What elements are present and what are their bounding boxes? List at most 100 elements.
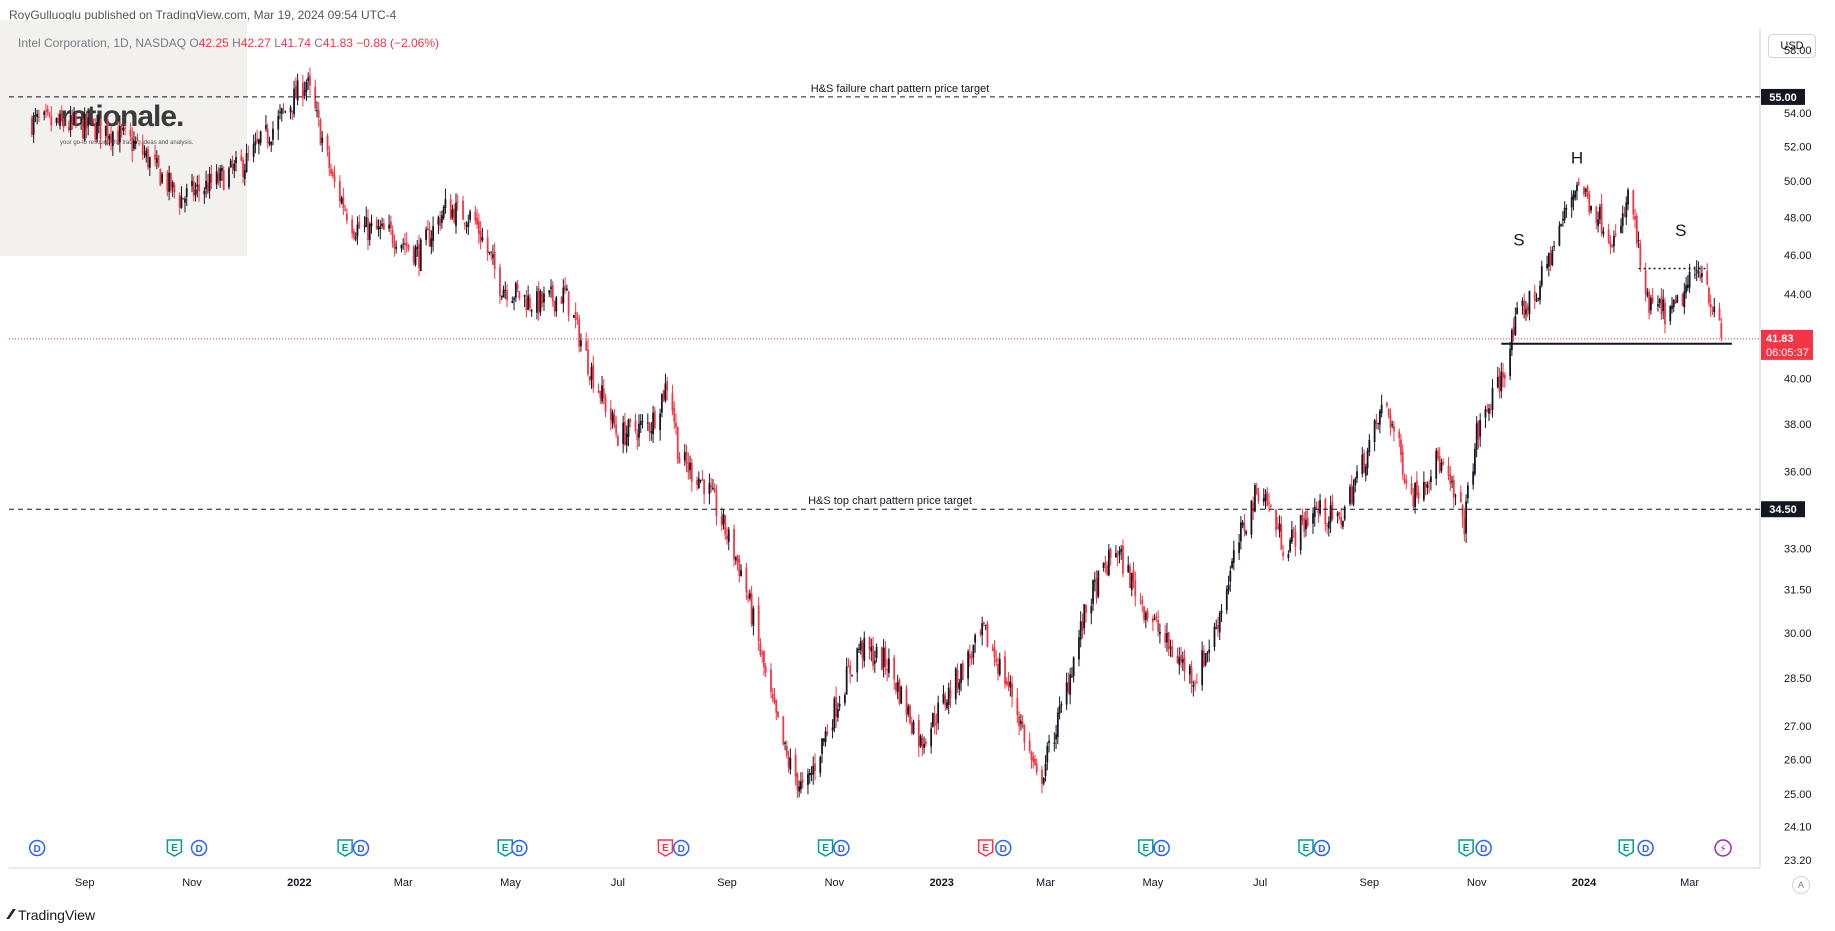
candle-body <box>1651 297 1654 303</box>
candle-body <box>900 687 903 704</box>
candle-body <box>1028 740 1031 752</box>
dividend-icon-label: D <box>678 844 685 855</box>
candle-body <box>305 82 308 92</box>
earnings-icon[interactable] <box>817 839 834 857</box>
candle-body <box>1181 659 1184 663</box>
candle-body <box>442 206 445 218</box>
candle-body <box>1454 495 1457 497</box>
candle-body <box>1016 697 1019 715</box>
candle-body <box>601 385 603 402</box>
candle-body <box>835 696 838 718</box>
auto-scale-button[interactable]: A <box>1792 876 1810 894</box>
candle-body <box>972 645 975 658</box>
candle-body <box>96 121 98 140</box>
candle-body <box>400 245 403 249</box>
candle-body <box>763 650 765 668</box>
candle-body <box>697 478 700 489</box>
earnings-icon[interactable] <box>166 839 183 857</box>
dividend-icon[interactable] <box>1313 839 1331 857</box>
dividend-icon[interactable] <box>1475 839 1492 857</box>
candle-body <box>194 189 197 195</box>
candle-body <box>129 130 132 137</box>
candle-body <box>208 173 211 192</box>
candle-body <box>787 756 790 768</box>
candle-body <box>1488 408 1490 414</box>
candle-body <box>499 267 501 297</box>
earnings-icon[interactable] <box>977 839 994 857</box>
candle-body <box>1058 705 1061 714</box>
dividend-icon[interactable] <box>995 839 1012 857</box>
dividend-icon[interactable] <box>1637 839 1654 857</box>
candle-body <box>761 653 764 655</box>
x-tick-label: Nov <box>825 877 845 889</box>
candle-body <box>1313 506 1316 517</box>
event-bolt-icon[interactable] <box>1714 839 1732 857</box>
dividend-icon[interactable] <box>352 839 370 857</box>
earnings-icon[interactable] <box>497 839 514 857</box>
candle-body <box>1356 471 1358 479</box>
candle-body <box>1343 506 1346 520</box>
candle-body <box>880 647 883 671</box>
candle-body <box>245 153 248 173</box>
candle-body <box>221 167 223 172</box>
candle-body <box>822 738 825 742</box>
earnings-icon[interactable] <box>1138 839 1154 857</box>
candle-body <box>541 292 544 304</box>
dividend-icon[interactable] <box>511 839 528 857</box>
candle-body <box>898 680 901 704</box>
candle-body <box>1083 604 1086 629</box>
candle-body <box>954 668 957 700</box>
earnings-icon[interactable] <box>1298 839 1314 857</box>
change-value: −0.88 (−2.06%) <box>356 36 440 50</box>
candle-body <box>407 244 410 249</box>
y-tick-label: 25.00 <box>1784 789 1812 801</box>
candle-body <box>646 422 649 424</box>
candle-body <box>794 754 797 777</box>
dividend-icon[interactable] <box>1153 839 1170 857</box>
candle-body <box>1232 549 1235 563</box>
candle-body <box>1597 219 1599 227</box>
candle-body <box>917 719 920 748</box>
candle-body <box>1620 225 1622 233</box>
candle-body <box>1611 245 1614 248</box>
candle-body <box>291 110 294 112</box>
candle-body <box>395 246 398 249</box>
candle-body <box>1403 478 1406 482</box>
dividend-icon[interactable] <box>28 839 46 857</box>
dividend-icon[interactable] <box>190 839 208 857</box>
candle-body <box>1646 292 1649 296</box>
target-price-text: 34.50 <box>1769 504 1797 516</box>
candle-body <box>1438 456 1441 473</box>
candle-body <box>653 411 656 428</box>
candle-body <box>48 113 51 115</box>
earnings-icon[interactable] <box>657 839 674 857</box>
target-price-badge <box>1761 501 1805 518</box>
earnings-icon[interactable] <box>337 839 353 857</box>
candle-body <box>699 480 702 482</box>
candle-body <box>1042 777 1045 784</box>
candle-body <box>57 118 60 123</box>
candle-body <box>770 669 772 692</box>
candle-body <box>1644 270 1647 294</box>
candle-body <box>206 182 209 194</box>
y-tick-label: 28.50 <box>1784 673 1812 685</box>
dividend-icon[interactable] <box>833 839 850 857</box>
candle-body <box>1422 481 1425 500</box>
currency-button[interactable]: USD <box>1768 34 1816 58</box>
candle-body <box>1056 712 1059 738</box>
candle-body <box>1208 649 1211 653</box>
candle-body <box>1262 498 1265 502</box>
candle-body <box>1280 524 1283 550</box>
earnings-icon[interactable] <box>1458 839 1474 857</box>
candle-body <box>104 125 107 136</box>
candle-body <box>328 151 331 169</box>
x-tick-label: 2024 <box>1572 877 1597 889</box>
candle-body <box>1459 491 1462 503</box>
candle-body <box>592 364 595 389</box>
dividend-icon[interactable] <box>672 839 690 857</box>
earnings-icon[interactable] <box>1618 839 1635 857</box>
candle-body <box>1648 291 1651 313</box>
candle-body <box>477 221 480 235</box>
candle-body <box>678 457 681 464</box>
